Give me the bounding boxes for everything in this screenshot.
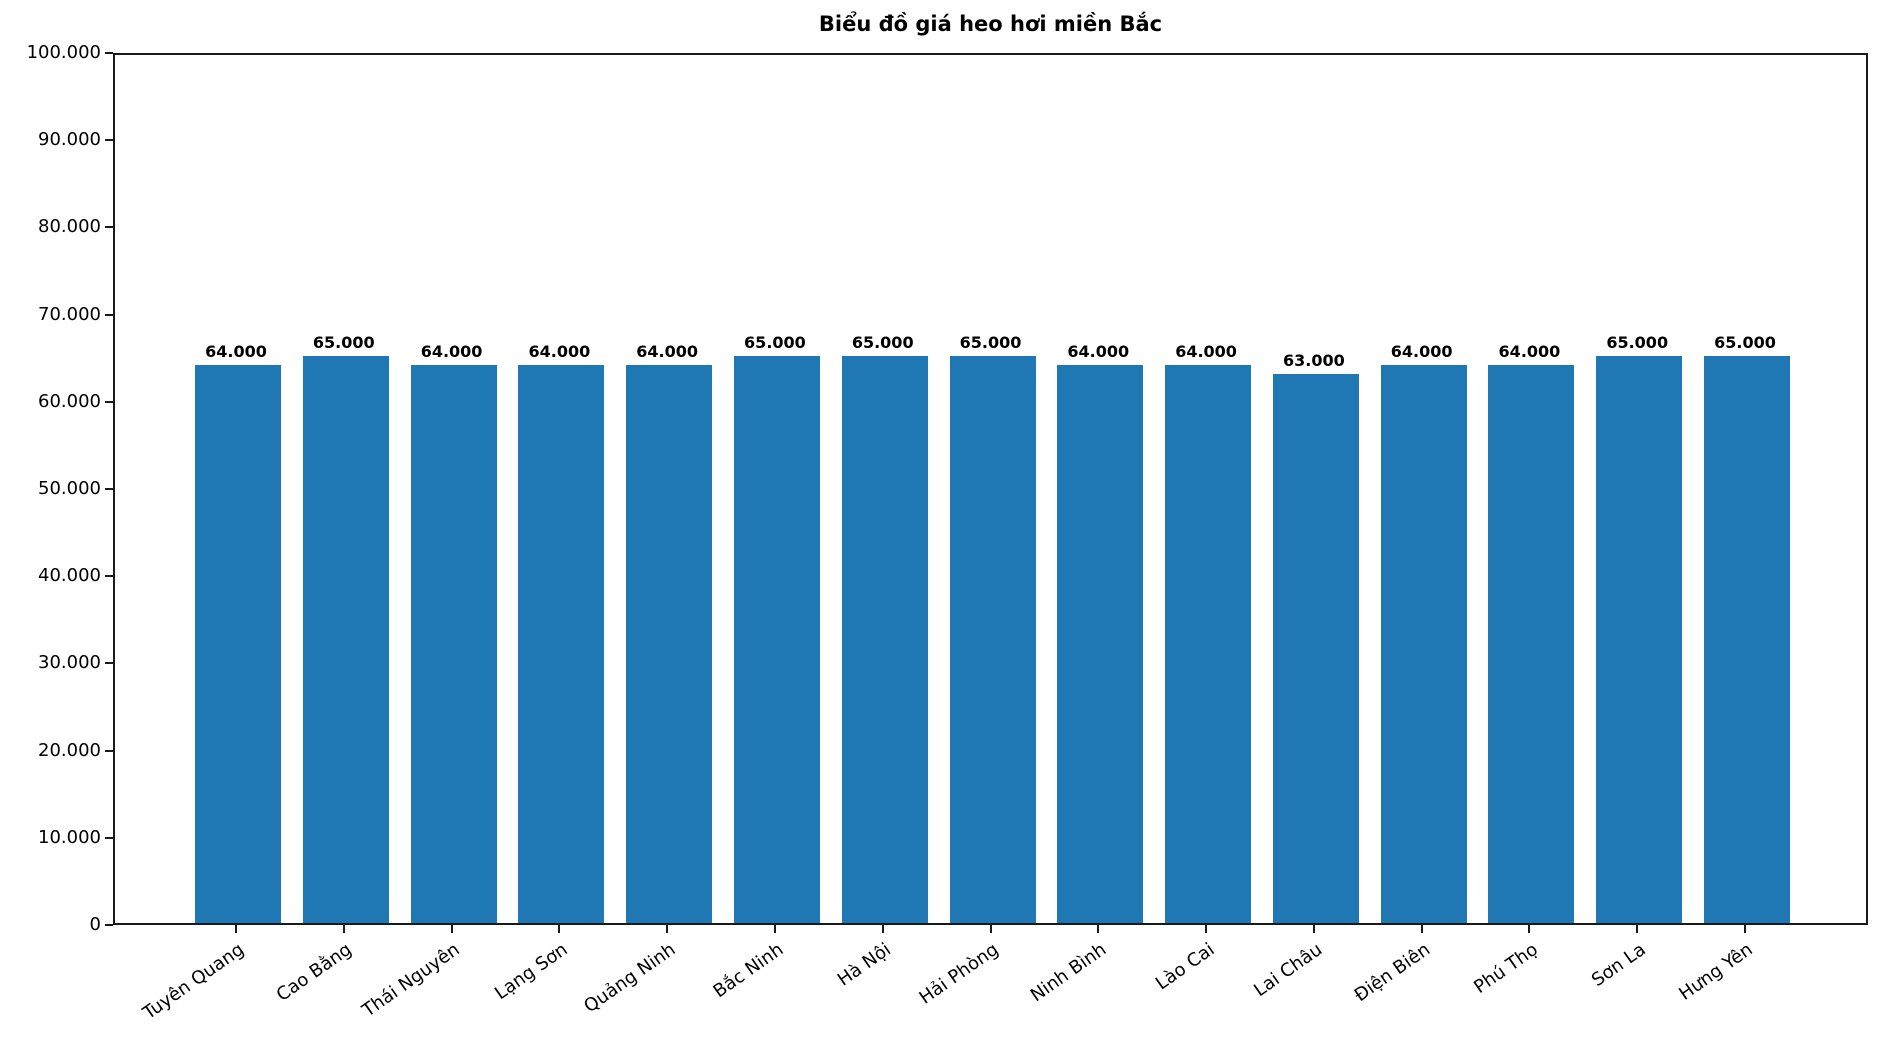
x-axis-tick xyxy=(450,925,453,933)
bar xyxy=(949,356,1036,923)
y-axis-tick xyxy=(105,575,113,578)
bar xyxy=(195,364,281,923)
x-tick-label: Cao Bằng xyxy=(272,939,356,1006)
y-axis-tick xyxy=(105,226,113,229)
x-tick-label: Hưng Yên xyxy=(1675,939,1758,1005)
y-axis-tick xyxy=(105,488,113,490)
bar xyxy=(1380,364,1467,923)
x-tick-label: Tuyên Quang xyxy=(139,939,249,1024)
y-tick-label: 100.000 xyxy=(26,42,101,63)
bar xyxy=(410,364,497,923)
y-tick-label: 60.000 xyxy=(38,390,101,412)
y-axis-tick xyxy=(105,924,113,926)
bar xyxy=(1488,364,1575,923)
bar-value-label: 64.000 xyxy=(205,341,267,361)
x-axis-tick xyxy=(1528,925,1531,933)
bar xyxy=(733,356,820,923)
bar-value-label: 64.000 xyxy=(1498,341,1561,361)
x-tick-label: Lào Cai xyxy=(1151,939,1219,995)
x-tick-label: Quảng Ninh xyxy=(579,939,680,1018)
y-axis-tick xyxy=(105,313,113,316)
x-tick-label: Hải Phòng xyxy=(915,939,1003,1009)
chart-title: Biểu đồ giá heo hơi miền Bắc xyxy=(818,12,1163,36)
y-tick-label: 0 xyxy=(89,914,101,935)
x-axis-tick xyxy=(666,925,669,933)
bar xyxy=(518,364,605,923)
x-axis-tick xyxy=(1312,925,1315,933)
bar-value-label: 65.000 xyxy=(1606,333,1669,353)
y-tick-label: 40.000 xyxy=(38,565,101,587)
bar-value-label: 64.000 xyxy=(1175,341,1237,361)
bar-value-label: 65.000 xyxy=(959,333,1022,353)
bar xyxy=(1596,356,1683,923)
y-tick-label: 10.000 xyxy=(38,826,101,848)
x-tick-label: Sơn La xyxy=(1587,939,1650,991)
x-tick-label: Phú Thọ xyxy=(1469,939,1542,998)
y-tick-label: 80.000 xyxy=(38,216,101,238)
x-tick-label: Lai Châu xyxy=(1249,939,1326,1002)
y-axis-tick xyxy=(105,139,113,142)
bar-value-label: 64.000 xyxy=(1067,341,1130,361)
bar-value-label: 64.000 xyxy=(1390,341,1453,361)
x-axis-tick xyxy=(1744,925,1746,933)
bar-value-label: 65.000 xyxy=(744,333,806,353)
x-tick-label: Lạng Sơn xyxy=(490,939,572,1005)
y-tick-label: 20.000 xyxy=(38,739,101,761)
bar xyxy=(626,364,713,923)
bar xyxy=(1272,373,1359,923)
x-tick-label: Ninh Bình xyxy=(1026,939,1111,1007)
y-tick-label: 30.000 xyxy=(38,652,101,674)
x-tick-label: Thái Nguyên xyxy=(358,939,464,1022)
x-axis-tick xyxy=(1205,925,1208,933)
x-tick-label: Điện Biên xyxy=(1350,939,1434,1007)
y-axis-tick xyxy=(105,662,113,665)
bar-value-label: 65.000 xyxy=(851,333,914,353)
bar-value-label: 64.000 xyxy=(528,341,591,361)
y-axis-tick xyxy=(105,400,113,403)
x-axis-tick xyxy=(1636,925,1639,933)
bar xyxy=(1057,364,1144,923)
x-axis-tick xyxy=(881,925,884,933)
plot-area xyxy=(113,53,1868,925)
x-axis-tick xyxy=(989,925,992,933)
y-axis-tick xyxy=(105,836,113,839)
y-tick-label: 50.000 xyxy=(38,478,101,499)
bar xyxy=(1165,364,1252,923)
x-tick-label: Bắc Ninh xyxy=(709,939,787,1003)
x-axis-tick xyxy=(1097,925,1100,933)
bar-value-label: 63.000 xyxy=(1282,350,1345,370)
x-axis-tick xyxy=(1420,925,1423,933)
x-axis-tick xyxy=(558,925,561,933)
y-axis-tick xyxy=(105,749,113,752)
bar xyxy=(841,356,928,923)
x-tick-label: Hà Nội xyxy=(833,939,895,991)
x-axis-tick xyxy=(773,925,776,933)
bar-value-label: 65.000 xyxy=(312,333,375,353)
x-axis-tick xyxy=(235,925,237,933)
bar-value-label: 64.000 xyxy=(420,341,483,361)
bar-value-label: 65.000 xyxy=(1714,333,1776,353)
bar-value-label: 64.000 xyxy=(636,341,699,361)
y-axis-tick xyxy=(105,52,113,54)
bar xyxy=(302,356,389,923)
bar xyxy=(1704,356,1790,923)
x-axis-tick xyxy=(342,925,345,933)
y-tick-label: 90.000 xyxy=(38,129,101,151)
y-tick-label: 70.000 xyxy=(38,303,101,325)
